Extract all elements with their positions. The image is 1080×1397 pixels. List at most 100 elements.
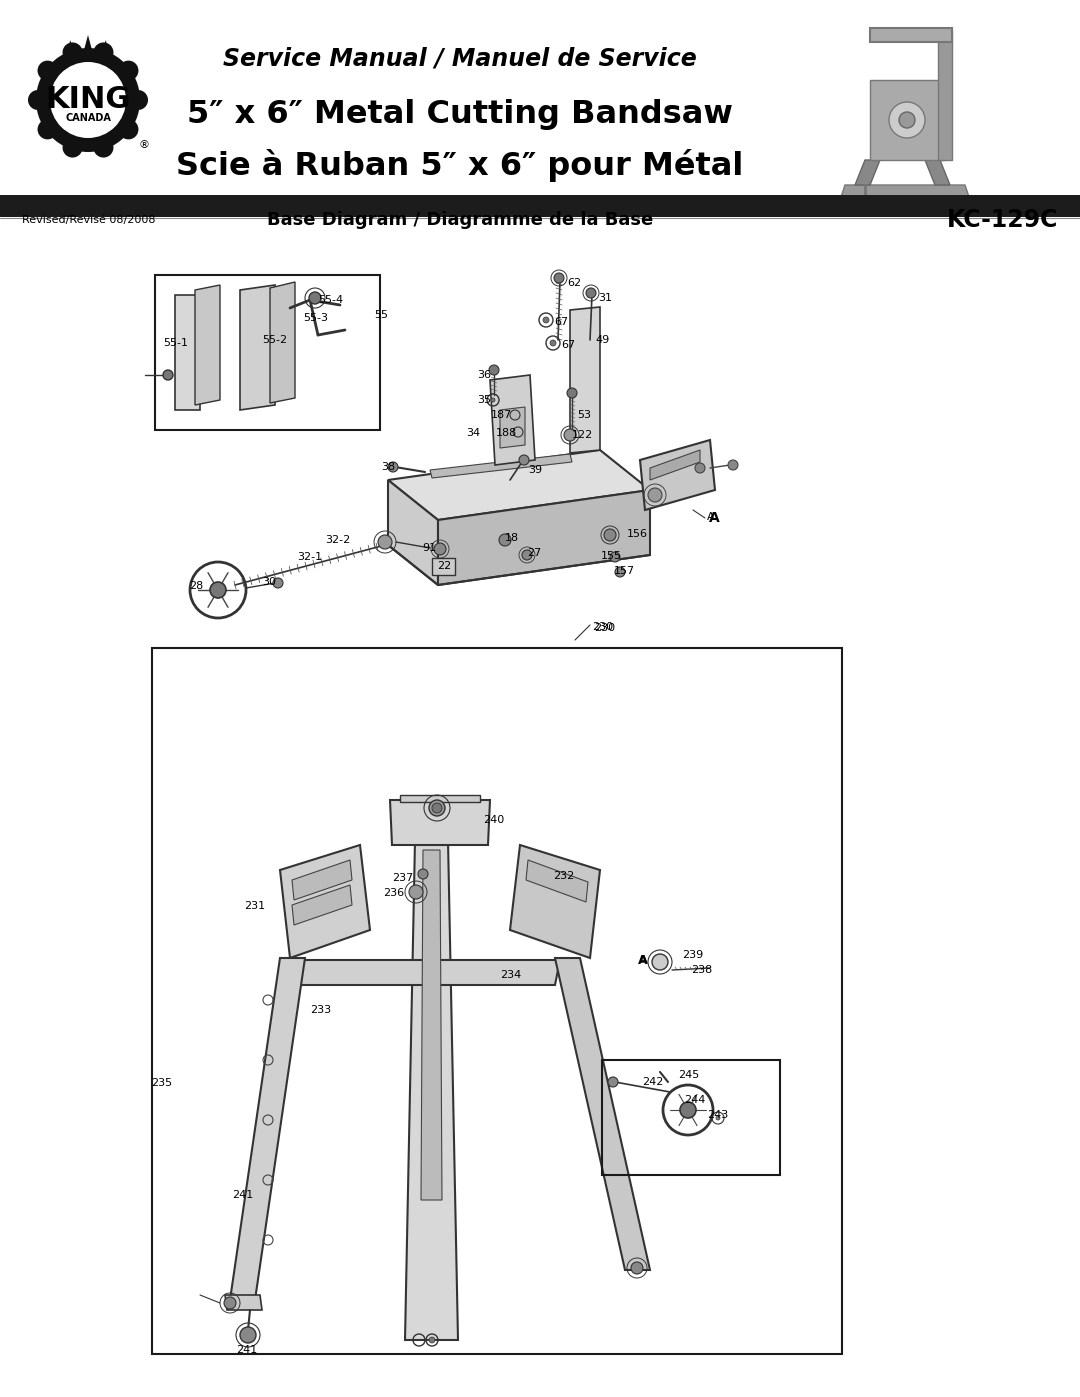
Text: Scie à Ruban 5″ x 6″ pour Métal: Scie à Ruban 5″ x 6″ pour Métal [176, 148, 744, 182]
Polygon shape [939, 29, 951, 161]
Polygon shape [650, 450, 700, 481]
Text: Base Diagram / Diagramme de la Base: Base Diagram / Diagramme de la Base [267, 211, 653, 229]
Circle shape [94, 42, 113, 63]
Polygon shape [510, 845, 600, 958]
Circle shape [94, 137, 113, 158]
Circle shape [273, 578, 283, 588]
Text: 38: 38 [381, 462, 395, 472]
Polygon shape [870, 80, 945, 161]
Text: A: A [640, 956, 648, 965]
Text: 91: 91 [422, 543, 436, 553]
Polygon shape [432, 557, 455, 576]
Circle shape [522, 550, 532, 560]
Circle shape [696, 462, 705, 474]
Text: KC-129C: KC-129C [947, 208, 1058, 232]
Text: 53: 53 [577, 409, 591, 420]
Circle shape [899, 112, 915, 129]
Circle shape [432, 803, 442, 813]
Text: KING: KING [45, 85, 131, 115]
Circle shape [388, 462, 399, 472]
Circle shape [716, 1116, 720, 1120]
Polygon shape [388, 481, 438, 585]
Polygon shape [500, 407, 525, 448]
Text: 31: 31 [598, 293, 612, 303]
Circle shape [631, 1261, 643, 1274]
Text: 30: 30 [262, 577, 276, 587]
Circle shape [889, 102, 924, 138]
Polygon shape [270, 282, 295, 402]
Polygon shape [640, 440, 715, 510]
Circle shape [63, 42, 82, 63]
Circle shape [38, 119, 57, 140]
Circle shape [210, 583, 226, 598]
Polygon shape [490, 374, 535, 465]
Circle shape [119, 60, 138, 81]
Polygon shape [438, 490, 650, 585]
Circle shape [163, 370, 173, 380]
Circle shape [429, 800, 445, 816]
Text: 5″ x 6″ Metal Cutting Bandsaw: 5″ x 6″ Metal Cutting Bandsaw [187, 99, 733, 130]
Circle shape [610, 552, 620, 562]
Circle shape [119, 119, 138, 140]
Text: 32-2: 32-2 [325, 535, 350, 545]
Text: A: A [708, 511, 719, 525]
Circle shape [409, 886, 423, 900]
Circle shape [586, 288, 596, 298]
Bar [156, 275, 380, 430]
Text: CANADA: CANADA [65, 113, 111, 123]
Polygon shape [175, 295, 200, 409]
Text: 238: 238 [691, 965, 712, 975]
Circle shape [429, 1337, 435, 1343]
Circle shape [240, 1327, 256, 1343]
Text: 232: 232 [553, 870, 575, 882]
Polygon shape [292, 886, 352, 925]
Polygon shape [555, 958, 650, 1270]
Polygon shape [240, 285, 275, 409]
Polygon shape [195, 285, 220, 405]
Text: 241: 241 [232, 1190, 253, 1200]
Polygon shape [230, 958, 305, 1301]
Polygon shape [400, 795, 480, 802]
Text: 55-1: 55-1 [163, 338, 188, 348]
Text: 32-1: 32-1 [297, 552, 322, 562]
Circle shape [567, 388, 577, 398]
Circle shape [224, 1296, 237, 1309]
Text: Revised/Revisé 08/2008: Revised/Revisé 08/2008 [22, 215, 156, 225]
Text: 55: 55 [374, 310, 388, 320]
Polygon shape [225, 1295, 262, 1310]
Polygon shape [66, 35, 110, 73]
Text: 245: 245 [678, 1070, 699, 1080]
Circle shape [38, 60, 57, 81]
Circle shape [543, 317, 549, 323]
Polygon shape [280, 845, 370, 958]
Polygon shape [430, 454, 572, 478]
Polygon shape [421, 849, 442, 1200]
Text: 39: 39 [528, 465, 542, 475]
Text: Service Manual / Manuel de Service: Service Manual / Manuel de Service [224, 46, 697, 70]
Circle shape [519, 455, 529, 465]
Polygon shape [924, 161, 950, 184]
Polygon shape [840, 184, 970, 200]
Text: 230: 230 [594, 623, 616, 633]
Polygon shape [405, 840, 458, 1340]
Text: 236: 236 [383, 888, 404, 898]
Text: 243: 243 [707, 1111, 728, 1120]
Polygon shape [390, 800, 490, 845]
Circle shape [28, 89, 48, 110]
Text: 155: 155 [600, 550, 622, 562]
Text: 244: 244 [684, 1095, 705, 1105]
Polygon shape [570, 307, 600, 453]
Text: 55-4: 55-4 [318, 295, 343, 305]
Text: 28: 28 [189, 581, 203, 591]
Text: 240: 240 [483, 814, 504, 826]
Polygon shape [66, 129, 110, 155]
Circle shape [652, 954, 669, 970]
Circle shape [378, 535, 392, 549]
Text: 242: 242 [642, 1077, 663, 1087]
Text: A: A [638, 954, 648, 968]
Text: 230: 230 [592, 622, 613, 631]
Polygon shape [870, 28, 951, 42]
Circle shape [554, 272, 564, 284]
Text: 34: 34 [465, 427, 480, 439]
Circle shape [680, 1102, 696, 1118]
